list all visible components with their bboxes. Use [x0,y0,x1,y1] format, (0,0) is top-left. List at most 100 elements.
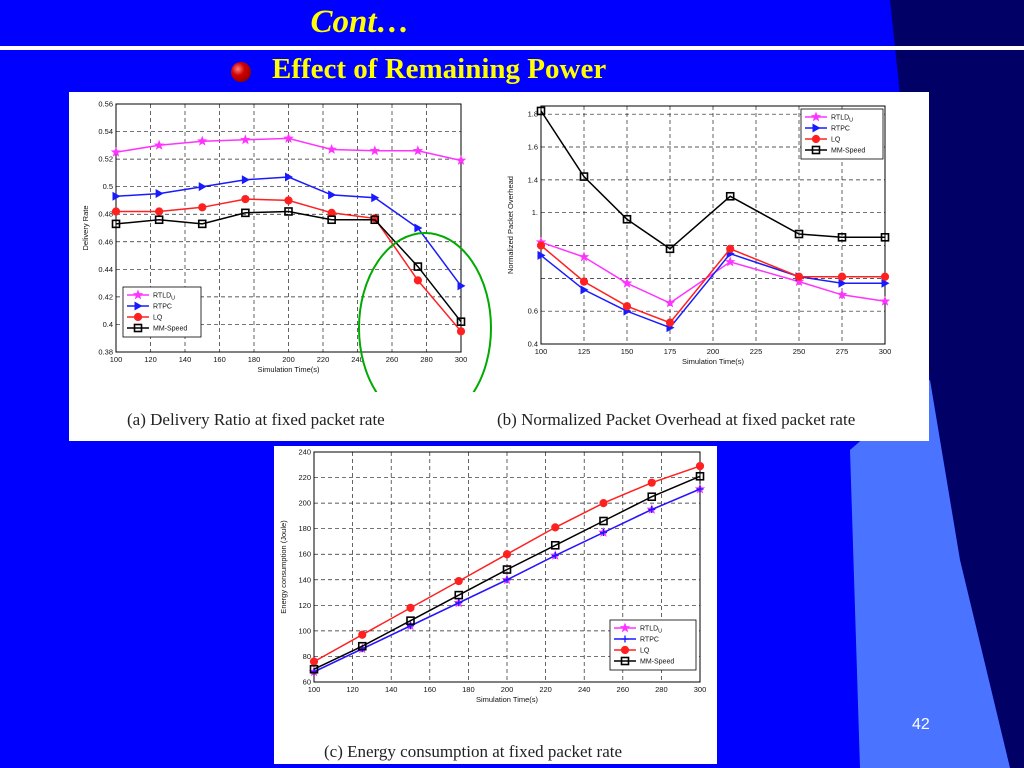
data-point-lq [647,478,656,487]
data-point-rtldu [153,139,165,150]
data-point-lq [284,196,293,205]
x-tick-label: 120 [346,685,359,694]
data-point-rtpc [696,485,704,493]
y-axis-label: Delivery Rate [81,205,90,250]
legend-swatch-marker [810,111,822,122]
legend-label-rtldu: RTLDU [640,626,662,635]
data-point-mm-speed [665,244,675,254]
data-point-lq [695,461,705,471]
legend-label-rtldu: RTLDU [831,115,853,124]
x-tick-label: 300 [694,685,707,694]
data-point-rtldu [578,251,590,262]
legend-swatch-marker [812,123,821,133]
data-point-lq [454,576,463,586]
data-point-rtpc [580,285,589,295]
data-point-rtpc [198,182,207,192]
series-rtldu [110,132,467,165]
series-mm-speed [309,471,705,674]
x-tick-label: 125 [578,347,591,356]
x-tick-label: 300 [455,355,468,364]
data-point-rtpc [371,193,380,203]
data-point-lq [551,523,560,532]
legend-swatch-marker [133,312,143,322]
data-point-lq [794,272,804,281]
x-tick-label: 180 [248,355,261,364]
data-point-rtldu [110,146,122,157]
data-point-rtldu [197,135,208,146]
data-point-lq [309,657,319,666]
data-point-mm-speed [536,106,546,116]
x-tick-label: 100 [110,355,123,364]
y-tick-label: 220 [298,473,311,482]
legend: RTLDU RTPC LQ MM-Speed [122,286,202,338]
y-tick-label: 0.52 [98,155,113,164]
y-tick-label: 0.6 [528,307,538,316]
y-tick-label: 200 [298,499,311,508]
x-tick-label: 260 [386,355,399,364]
y-tick-label: 80 [303,652,311,661]
x-tick-label: 200 [501,685,514,694]
data-point-rtldu [836,289,848,300]
x-tick-label: 140 [179,355,192,364]
data-point-mm-speed [794,229,804,239]
data-point-rtldu [879,295,891,306]
y-tick-label: 240 [298,448,311,457]
series-rtpc [310,485,704,676]
x-tick-label: 120 [144,355,157,364]
x-tick-label: 200 [707,347,720,356]
data-point-rtpc [600,529,607,536]
data-point-mm-speed [406,616,415,625]
data-point-rtpc [648,506,656,513]
slide-title: Cont… [310,4,410,40]
y-tick-label: 1.6 [528,143,538,152]
legend-swatch-marker [621,635,629,643]
data-point-lq [837,272,847,281]
x-tick-label: 240 [578,685,591,694]
data-point-rtpc [537,250,546,260]
data-point-rtpc [112,191,121,201]
data-point-lq [599,499,608,508]
x-tick-label: 100 [308,685,321,694]
x-tick-label: 180 [462,685,475,694]
data-point-rtldu [326,144,337,154]
data-point-rtpc [551,552,559,559]
legend-swatch-marker [620,656,630,666]
series-line-mm-speed [540,110,885,250]
x-tick-label: 160 [424,685,437,694]
legend-swatch-marker [133,323,143,333]
legend-label-lq: LQ [153,315,163,322]
x-tick-label: 250 [793,347,806,356]
data-point-lq [358,630,367,639]
x-tick-label: 280 [420,355,433,364]
figure-panel-c: 100 120 140 160 180 200 220 240 260 280 300 60 80 100… [274,446,717,764]
y-tick-label: 100 [298,626,311,635]
data-point-lq [665,318,675,327]
legend-label-rtldu: RTLDU [153,293,175,302]
x-tick-label: 280 [655,685,668,694]
data-point-lq [413,276,422,285]
data-point-mm-speed [695,471,705,481]
highlight-ellipse [358,232,492,392]
data-point-rtldu [621,277,633,288]
data-point-mm-speed [284,207,293,216]
x-axis-label: Simulation Time(s) [257,365,320,374]
figure-panel-ab: 100 120 140 160 180 200 220 240 260 280 300 0.38 0.4… [69,92,929,441]
data-point-mm-speed [880,233,890,242]
data-point-rtpc [503,576,511,584]
slide-number: 42 [912,716,930,733]
y-axis-label: Normalized Packet Overhead [506,176,515,274]
x-axis-label: Simulation Time(s) [476,695,539,704]
y-tick-label: 1. [532,208,538,217]
data-point-rtldu [240,134,251,145]
data-point-rtpc [457,281,466,291]
x-tick-label: 275 [836,347,849,356]
data-point-rtpc [838,278,847,288]
x-tick-label: 150 [621,347,634,356]
y-tick-label: 0.38 [98,348,113,357]
y-tick-label: 0.44 [98,265,113,274]
y-tick-label: 140 [298,575,311,584]
plot-frame [313,451,701,683]
data-point-rtpc [328,190,337,200]
data-point-mm-speed [154,215,164,225]
series-line-rtpc [540,252,885,329]
